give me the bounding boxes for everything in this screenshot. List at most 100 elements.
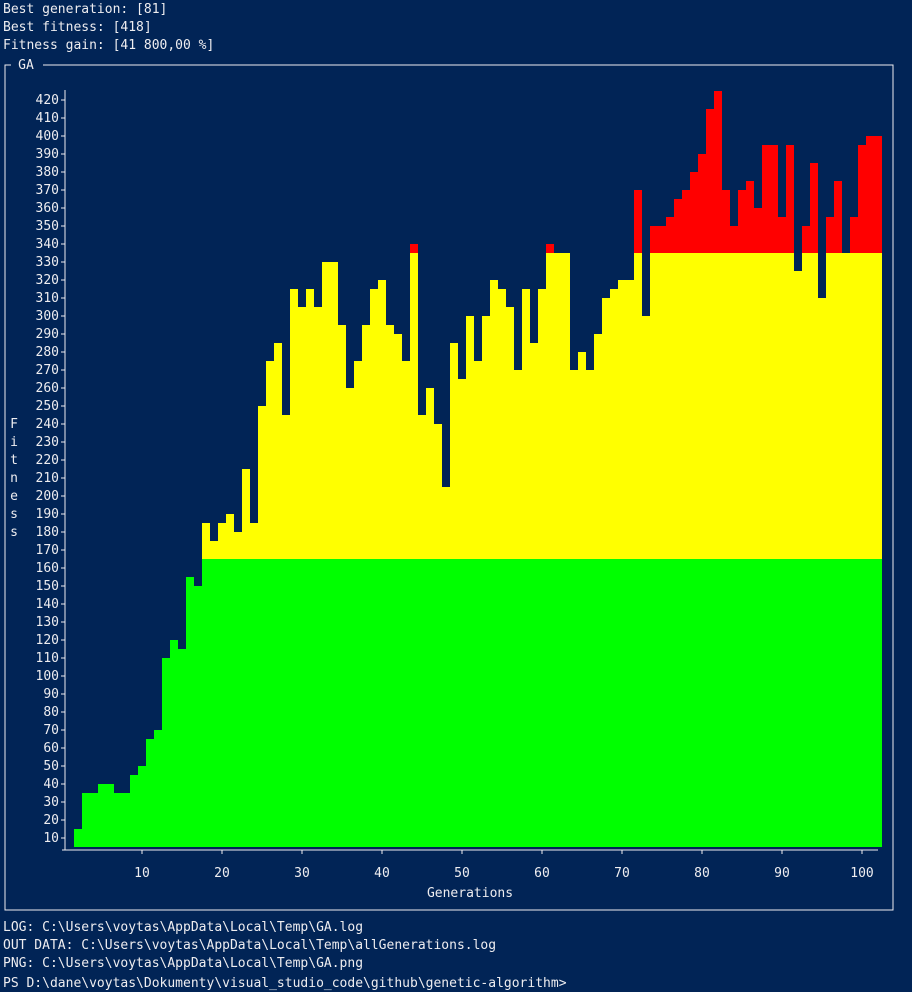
bar-gen-76-green	[666, 559, 674, 847]
bar-gen-87-yellow	[754, 253, 762, 559]
bar-gen-80-red	[698, 154, 706, 253]
y-tick-label: 120	[36, 633, 59, 648]
bar-gen-19-yellow	[210, 541, 218, 559]
bar-gen-51-green	[466, 559, 474, 847]
bar-gen-52-green	[474, 559, 482, 847]
y-tick-label: 160	[36, 561, 59, 576]
bar-gen-72-yellow	[634, 253, 642, 559]
x-tick-label: 10	[134, 866, 150, 881]
bar-gen-100-green	[858, 559, 866, 847]
bar-gen-73-yellow	[642, 316, 650, 559]
y-tick-label: 260	[36, 381, 59, 396]
bar-gen-54-green	[490, 559, 498, 847]
bar-gen-10-green	[138, 766, 146, 847]
y-tick-label: 360	[36, 201, 59, 216]
bar-gen-82-red	[714, 91, 722, 253]
bar-gen-58-yellow	[522, 289, 530, 559]
bar-gen-88-yellow	[762, 253, 770, 559]
bar-gen-76-red	[666, 217, 674, 253]
y-tick-label: 290	[36, 327, 59, 342]
best-fitness-line: Best fitness: [418]	[3, 20, 152, 35]
bar-gen-97-green	[834, 559, 842, 847]
bar-gen-6-green	[106, 784, 114, 847]
bar-gen-62-green	[554, 559, 562, 847]
bar-gen-57-yellow	[514, 370, 522, 559]
bar-gen-17-green	[194, 586, 202, 847]
bar-gen-35-green	[338, 559, 346, 847]
bar-gen-77-green	[674, 559, 682, 847]
bar-gen-21-yellow	[226, 514, 234, 559]
bar-gen-60-yellow	[538, 289, 546, 559]
bar-gen-98-yellow	[842, 253, 850, 559]
bar-gen-24-yellow	[250, 523, 258, 559]
x-tick-label: 90	[774, 866, 790, 881]
y-tick-label: 110	[36, 651, 59, 666]
bar-gen-37-yellow	[354, 361, 362, 559]
bar-gen-20-green	[218, 559, 226, 847]
bar-gen-59-green	[530, 559, 538, 847]
bar-gen-61-red	[546, 244, 554, 253]
bar-gen-96-red	[826, 217, 834, 253]
powershell-prompt[interactable]: PS D:\dane\voytas\Dokumenty\visual_studi…	[3, 973, 575, 991]
x-tick-label: 70	[614, 866, 630, 881]
bar-gen-11-green	[146, 739, 154, 847]
y-axis-label: Fitness	[10, 417, 18, 540]
bar-gen-26-green	[266, 559, 274, 847]
bar-gen-39-yellow	[370, 289, 378, 559]
bar-gen-78-green	[682, 559, 690, 847]
y-tick-label: 410	[36, 111, 59, 126]
bar-gen-89-red	[770, 145, 778, 253]
y-tick-label: 230	[36, 435, 59, 450]
bar-gen-16-green	[186, 577, 194, 847]
bar-gen-69-yellow	[610, 289, 618, 559]
bar-gen-62-yellow	[554, 253, 562, 559]
bar-gen-81-yellow	[706, 253, 714, 559]
bar-gen-95-yellow	[818, 298, 826, 559]
bar-gen-93-red	[802, 226, 810, 253]
bar-gen-30-green	[298, 559, 306, 847]
bar-gen-81-red	[706, 109, 714, 253]
bar-gen-74-yellow	[650, 253, 658, 559]
out-data-path-line: OUT DATA: C:\Users\voytas\AppData\Local\…	[3, 938, 497, 953]
bar-gen-75-red	[658, 226, 666, 253]
bar-gen-25-green	[258, 559, 266, 847]
bar-gen-64-yellow	[570, 370, 578, 559]
y-tick-label: 90	[43, 687, 59, 702]
bar-gen-52-yellow	[474, 361, 482, 559]
bar-gen-41-yellow	[386, 325, 394, 559]
y-tick-label: 390	[36, 147, 59, 162]
y-tick-label: 250	[36, 399, 59, 414]
bar-gen-43-yellow	[402, 361, 410, 559]
y-tick-label: 220	[36, 453, 59, 468]
y-tick-label: 30	[43, 795, 59, 810]
bar-gen-79-green	[690, 559, 698, 847]
y-tick-label: 270	[36, 363, 59, 378]
bar-gen-37-green	[354, 559, 362, 847]
bar-gen-36-yellow	[346, 388, 354, 559]
bar-gen-97-red	[834, 181, 842, 253]
x-tick-label: 20	[214, 866, 230, 881]
bar-gen-67-yellow	[594, 334, 602, 559]
y-tick-label: 420	[36, 93, 59, 108]
bar-gen-42-yellow	[394, 334, 402, 559]
bar-gen-84-red	[730, 226, 738, 253]
bar-gen-21-green	[226, 559, 234, 847]
y-tick-label: 170	[36, 543, 59, 558]
bar-gen-90-green	[778, 559, 786, 847]
bar-gen-53-green	[482, 559, 490, 847]
bar-gen-4-green	[90, 793, 98, 847]
bar-gen-91-red	[786, 145, 794, 253]
bar-gen-45-yellow	[418, 415, 426, 559]
prompt-text: PS D:\dane\voytas\Dokumenty\visual_studi…	[3, 976, 567, 991]
bar-gen-91-yellow	[786, 253, 794, 559]
bar-gen-70-yellow	[618, 280, 626, 559]
bar-gen-34-green	[330, 559, 338, 847]
bar-gen-98-green	[842, 559, 850, 847]
bar-gen-44-green	[410, 559, 418, 847]
y-tick-label: 400	[36, 129, 59, 144]
fitness-gain-line: Fitness gain: [41 800,00 %]	[3, 38, 215, 53]
bar-gen-76-yellow	[666, 253, 674, 559]
log-path-line: LOG: C:\Users\voytas\AppData\Local\Temp\…	[3, 920, 364, 935]
bar-gen-71-yellow	[626, 280, 634, 559]
bar-gen-38-green	[362, 559, 370, 847]
